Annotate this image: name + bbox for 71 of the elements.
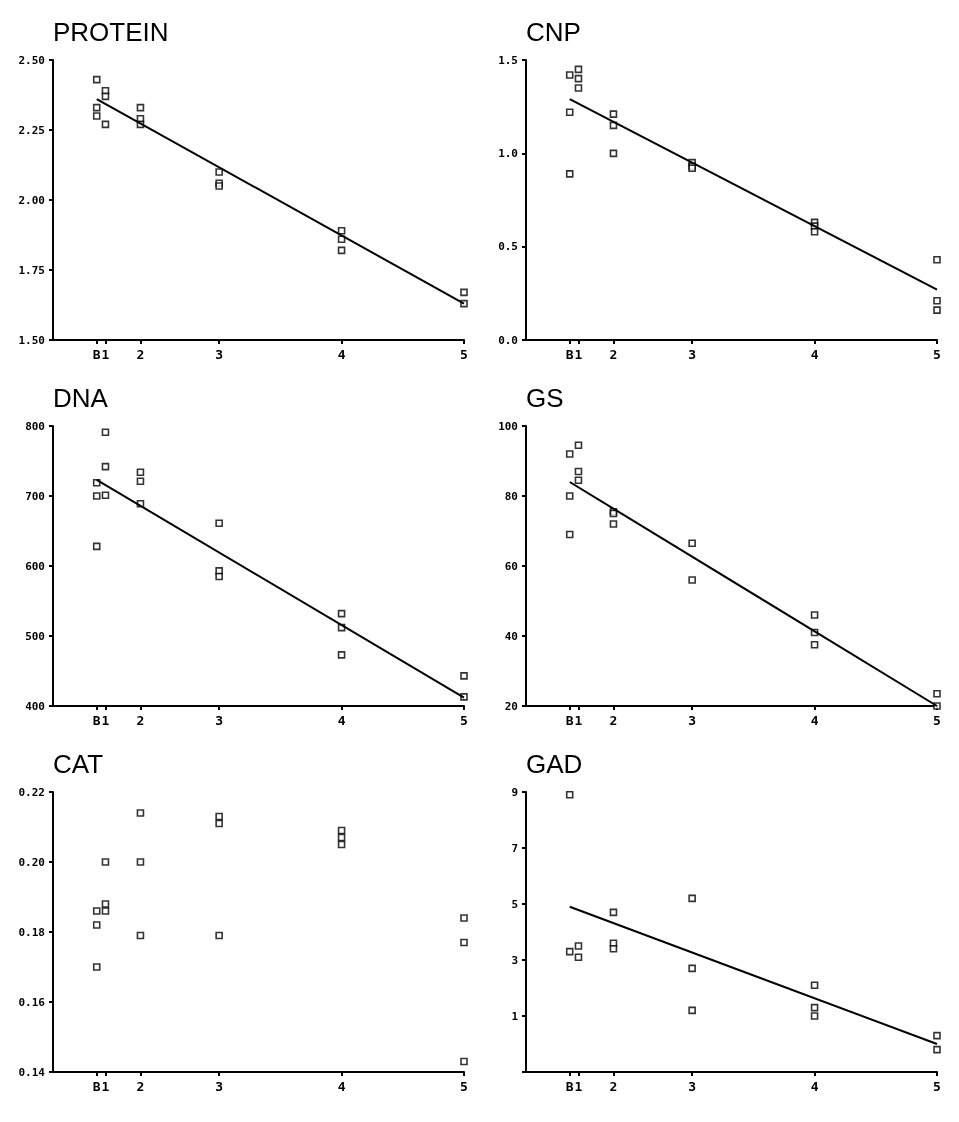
x-tick-label: 1 <box>101 1079 110 1094</box>
x-tick-label: 4 <box>810 1079 819 1094</box>
y-tick-label: 600 <box>25 559 45 573</box>
chart-title: GS <box>526 383 564 413</box>
x-tick-label: 5 <box>460 347 468 362</box>
x-tick-label: 5 <box>460 713 468 728</box>
y-tick-label: 40 <box>504 629 518 643</box>
chart-title: DNA <box>53 383 109 413</box>
y-tick-label: 1.0 <box>498 146 518 160</box>
y-tick-label: 2.25 <box>18 123 45 137</box>
x-tick-label: 3 <box>215 713 224 728</box>
y-tick-label: 2.50 <box>18 53 45 67</box>
y-tick-label: 5 <box>511 897 518 911</box>
x-tick-label: 5 <box>460 1079 468 1094</box>
x-tick-label: 4 <box>810 713 819 728</box>
x-tick-label: 2 <box>609 1079 618 1094</box>
x-tick-label: 4 <box>337 713 346 728</box>
y-tick-label: 800 <box>25 419 45 433</box>
y-tick-label: 400 <box>25 699 45 713</box>
y-tick-label: 0.16 <box>18 995 46 1009</box>
x-tick-label: 3 <box>688 347 697 362</box>
x-tick-label: 5 <box>933 713 941 728</box>
chart-title: PROTEIN <box>53 17 169 47</box>
x-tick-label: 2 <box>136 347 145 362</box>
x-tick-label: 3 <box>215 1079 224 1094</box>
y-tick-label: 2.00 <box>18 193 45 207</box>
y-tick-label: 0.0 <box>498 333 518 347</box>
y-tick-label: 9 <box>511 785 518 799</box>
x-tick-label: 2 <box>136 713 145 728</box>
x-tick-label: 2 <box>609 713 618 728</box>
chart-title: CNP <box>526 17 581 47</box>
y-tick-label: 0.5 <box>498 240 518 254</box>
y-tick-label: 700 <box>25 489 45 503</box>
x-tick-label: 1 <box>101 713 110 728</box>
x-tick-label: 1 <box>101 347 110 362</box>
y-tick-label: 1 <box>511 1009 519 1023</box>
x-tick-label: 1 <box>574 347 583 362</box>
x-tick-label: 2 <box>609 347 618 362</box>
x-tick-label: 1 <box>574 1079 583 1094</box>
x-tick-label: B <box>92 347 101 362</box>
x-tick-label: 5 <box>933 347 941 362</box>
x-tick-label: 3 <box>688 1079 697 1094</box>
x-tick-label: 5 <box>933 1079 941 1094</box>
x-tick-label: 3 <box>688 713 697 728</box>
y-tick-label: 100 <box>498 419 518 433</box>
y-tick-label: 0.14 <box>18 1065 46 1079</box>
x-tick-label: B <box>565 1079 574 1094</box>
x-tick-label: B <box>92 713 101 728</box>
chart-title: CAT <box>53 749 104 779</box>
y-tick-label: 0.20 <box>18 855 45 869</box>
x-tick-label: B <box>565 713 574 728</box>
y-tick-label: 1.50 <box>18 333 45 347</box>
x-tick-label: 4 <box>810 347 819 362</box>
x-tick-label: 3 <box>215 347 224 362</box>
y-tick-label: 7 <box>511 841 518 855</box>
y-tick-label: 80 <box>504 489 518 503</box>
x-tick-label: B <box>565 347 574 362</box>
y-tick-label: 20 <box>504 699 518 713</box>
y-tick-label: 1.75 <box>18 263 45 277</box>
y-tick-label: 0.18 <box>18 925 45 939</box>
y-tick-label: 3 <box>511 953 518 967</box>
y-tick-label: 60 <box>504 559 518 573</box>
chart-title: GAD <box>526 749 583 779</box>
y-tick-label: 0.22 <box>18 785 45 799</box>
x-tick-label: 4 <box>337 347 346 362</box>
x-tick-label: 2 <box>136 1079 145 1094</box>
x-tick-label: B <box>92 1079 101 1094</box>
x-tick-label: 1 <box>574 713 583 728</box>
x-tick-label: 4 <box>337 1079 346 1094</box>
y-tick-label: 1.5 <box>498 53 518 67</box>
y-tick-label: 500 <box>25 629 45 643</box>
